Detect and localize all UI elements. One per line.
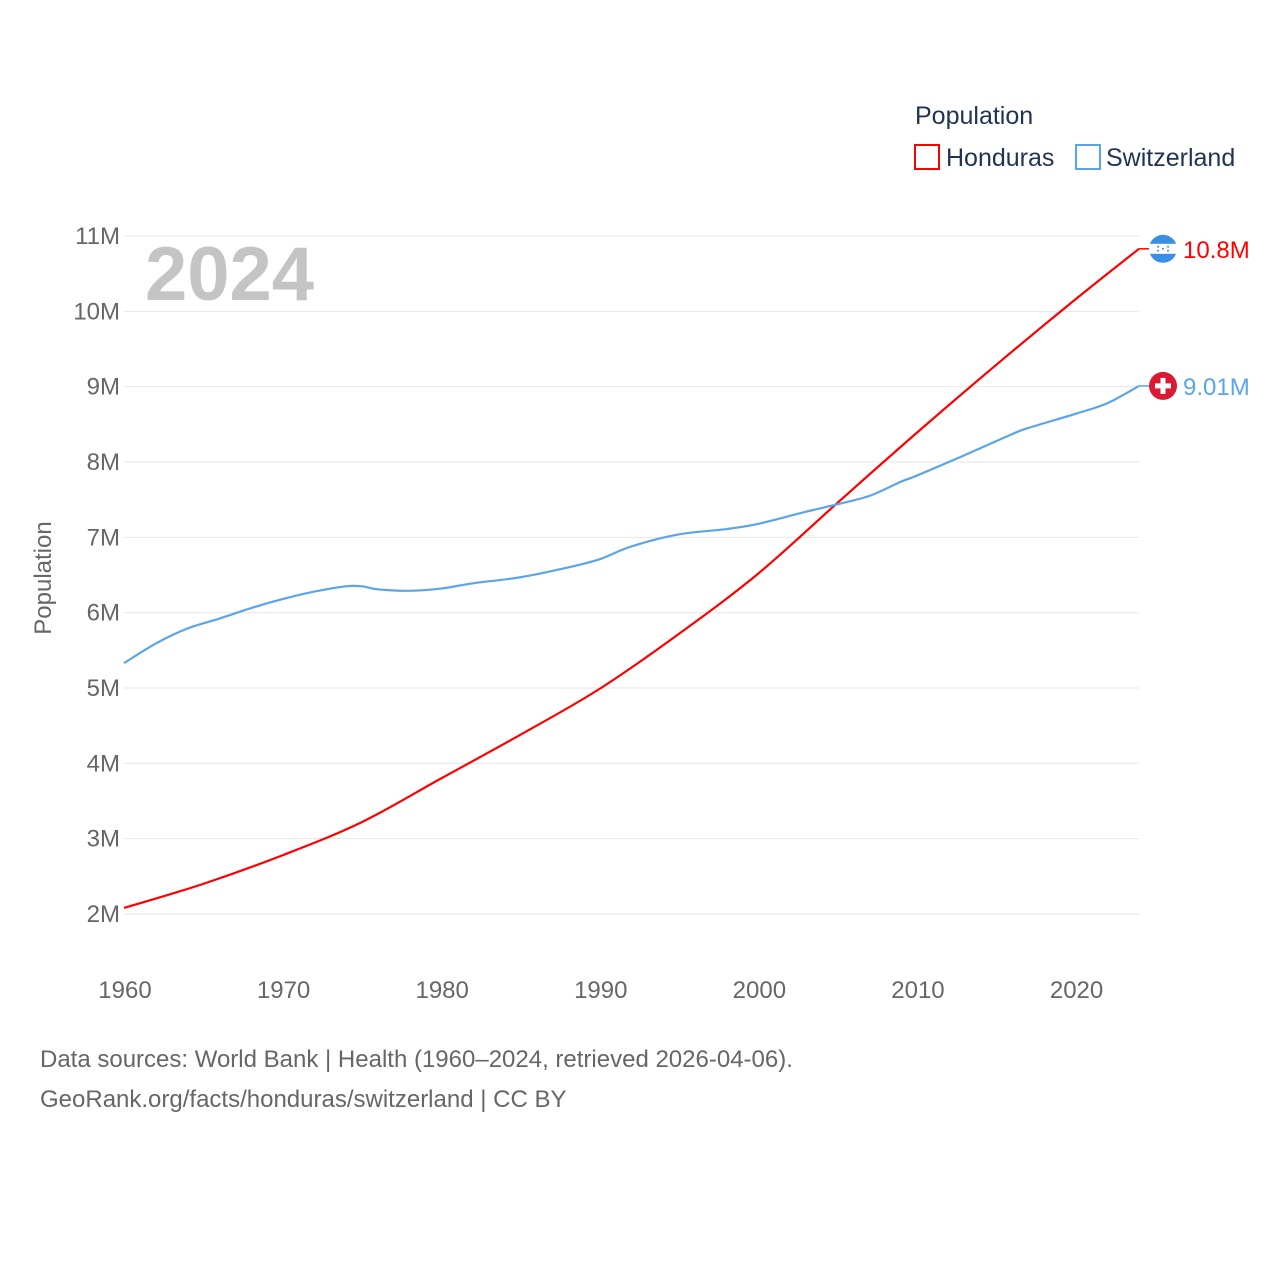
- series-lines: [123, 247, 1140, 910]
- footer-attribution: GeoRank.org/facts/honduras/switzerland |…: [40, 1086, 567, 1113]
- honduras-flag-icon: [1149, 234, 1177, 263]
- series-line-switzerland: [123, 384, 1140, 665]
- y-axis-ticks: 2M 3M 4M 5M 6M 7M 8M 9M 10M 11M: [73, 223, 120, 928]
- legend-swatch-switzerland: [1075, 144, 1101, 170]
- legend-label-switzerland: Switzerland: [1106, 144, 1235, 172]
- footer-sources: Data sources: World Bank | Health (1960–…: [40, 1046, 793, 1073]
- y-tick-label: 2M: [87, 901, 120, 928]
- x-tick-label: 1960: [98, 977, 151, 1004]
- end-label-honduras: 10.8M: [1183, 237, 1250, 264]
- y-tick-label: 4M: [87, 750, 120, 777]
- switzerland-flag-icon: [1149, 371, 1177, 400]
- flag-cross-v: [1160, 377, 1166, 394]
- flag-star: [1157, 245, 1159, 248]
- legend-item-switzerland[interactable]: Switzerland: [1075, 144, 1235, 172]
- x-tick-label: 2010: [891, 977, 944, 1004]
- x-tick-label: 2020: [1050, 977, 1103, 1004]
- series-line-honduras: [123, 247, 1140, 910]
- x-tick-label: 1970: [257, 977, 310, 1004]
- y-axis-label: Population: [30, 521, 57, 634]
- legend-item-honduras[interactable]: Honduras: [914, 144, 1054, 172]
- y-tick-label: 11M: [75, 223, 120, 250]
- y-tick-label: 5M: [87, 675, 120, 702]
- flag-star: [1162, 247, 1164, 250]
- end-labels: 10.8M 9.01M: [1139, 234, 1250, 401]
- y-tick-label: 6M: [87, 600, 120, 627]
- year-watermark: 2024: [145, 232, 314, 317]
- end-label-switzerland: 9.01M: [1183, 374, 1250, 401]
- flag-star: [1157, 249, 1159, 252]
- flag-star: [1167, 245, 1169, 248]
- gridlines: [124, 235, 1139, 915]
- y-tick-label: 9M: [87, 374, 120, 401]
- x-axis-ticks: 1960 1970 1980 1990 2000 2010 2020: [98, 977, 1103, 1004]
- y-tick-label: 7M: [87, 524, 120, 551]
- legend-label-honduras: Honduras: [946, 144, 1054, 172]
- y-tick-label: 3M: [87, 826, 120, 853]
- legend: Population Honduras Switzerland: [914, 102, 1235, 172]
- y-tick-label: 10M: [73, 298, 120, 325]
- x-tick-label: 1990: [574, 977, 627, 1004]
- x-tick-label: 2000: [733, 977, 786, 1004]
- legend-swatch-honduras: [914, 144, 940, 170]
- x-tick-label: 1980: [415, 977, 468, 1004]
- flag-star: [1167, 249, 1169, 252]
- legend-title: Population: [915, 102, 1033, 130]
- y-tick-label: 8M: [87, 449, 120, 476]
